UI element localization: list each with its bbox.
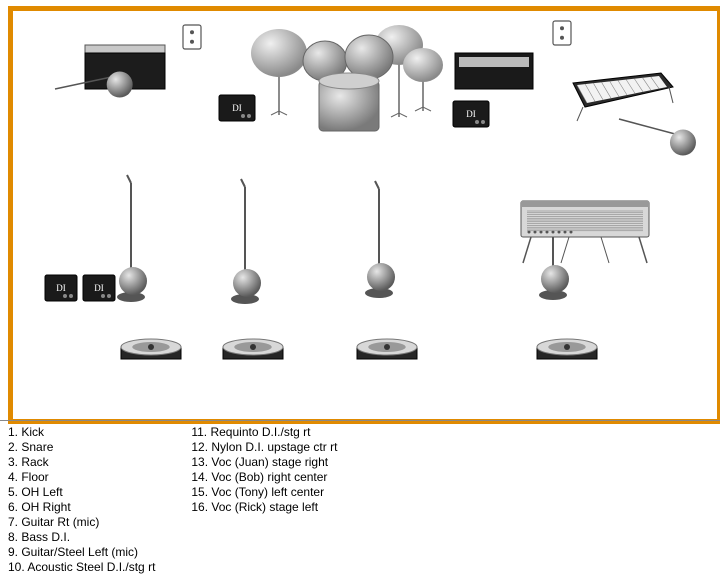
bass-amp bbox=[455, 53, 533, 89]
legend-item: 6. OH Right bbox=[8, 500, 188, 515]
vocmic-2 bbox=[231, 179, 261, 304]
steel bbox=[521, 201, 649, 263]
svg-text:DI: DI bbox=[466, 109, 476, 119]
legend-item: 1. Kick bbox=[8, 425, 188, 440]
di-front-2: DI bbox=[83, 275, 115, 301]
di-drum-l: DI bbox=[219, 95, 255, 121]
vocmic-1 bbox=[117, 175, 147, 302]
mic-keys bbox=[619, 119, 696, 156]
stage-frame: DI DI DI DI bbox=[8, 6, 720, 424]
legend-item: 7. Guitar Rt (mic) bbox=[8, 515, 188, 530]
legend-item: 12. Nylon D.I. upstage ctr rt bbox=[191, 440, 491, 455]
legend-item: 14. Voc (Bob) right center bbox=[191, 470, 491, 485]
outlet-right bbox=[553, 21, 571, 45]
svg-text:DI: DI bbox=[94, 283, 104, 293]
drums bbox=[251, 25, 443, 131]
svg-text:DI: DI bbox=[232, 103, 242, 113]
legend-item: 2. Snare bbox=[8, 440, 188, 455]
legend-item: 13. Voc (Juan) stage right bbox=[191, 455, 491, 470]
vocmic-3 bbox=[365, 181, 395, 298]
legend-col-1: 1. Kick2. Snare3. Rack4. Floor5. OH Left… bbox=[8, 425, 188, 575]
di-drum-r: DI bbox=[453, 101, 489, 127]
keys bbox=[573, 73, 673, 121]
svg-text:DI: DI bbox=[56, 283, 66, 293]
input-list: 1. Kick2. Snare3. Rack4. Floor5. OH Left… bbox=[0, 420, 720, 575]
legend-item: 4. Floor bbox=[8, 470, 188, 485]
legend-item: 10. Acoustic Steel D.I./stg rt bbox=[8, 560, 188, 575]
legend-item: 16. Voc (Rick) stage left bbox=[191, 500, 491, 515]
legend-item: 11. Requinto D.I./stg rt bbox=[191, 425, 491, 440]
monitor-3 bbox=[357, 339, 417, 359]
stage-plot: DI DI DI DI bbox=[13, 11, 717, 419]
legend-item: 8. Bass D.I. bbox=[8, 530, 188, 545]
legend-item: 3. Rack bbox=[8, 455, 188, 470]
monitor-4 bbox=[537, 339, 597, 359]
legend-item: 9. Guitar/Steel Left (mic) bbox=[8, 545, 188, 560]
legend-item: 15. Voc (Tony) left center bbox=[191, 485, 491, 500]
di-front-1: DI bbox=[45, 275, 77, 301]
legend-col-2: 11. Requinto D.I./stg rt12. Nylon D.I. u… bbox=[191, 425, 491, 515]
monitor-2 bbox=[223, 339, 283, 359]
outlet-left bbox=[183, 25, 201, 49]
monitor-1 bbox=[121, 339, 181, 359]
legend-item: 5. OH Left bbox=[8, 485, 188, 500]
